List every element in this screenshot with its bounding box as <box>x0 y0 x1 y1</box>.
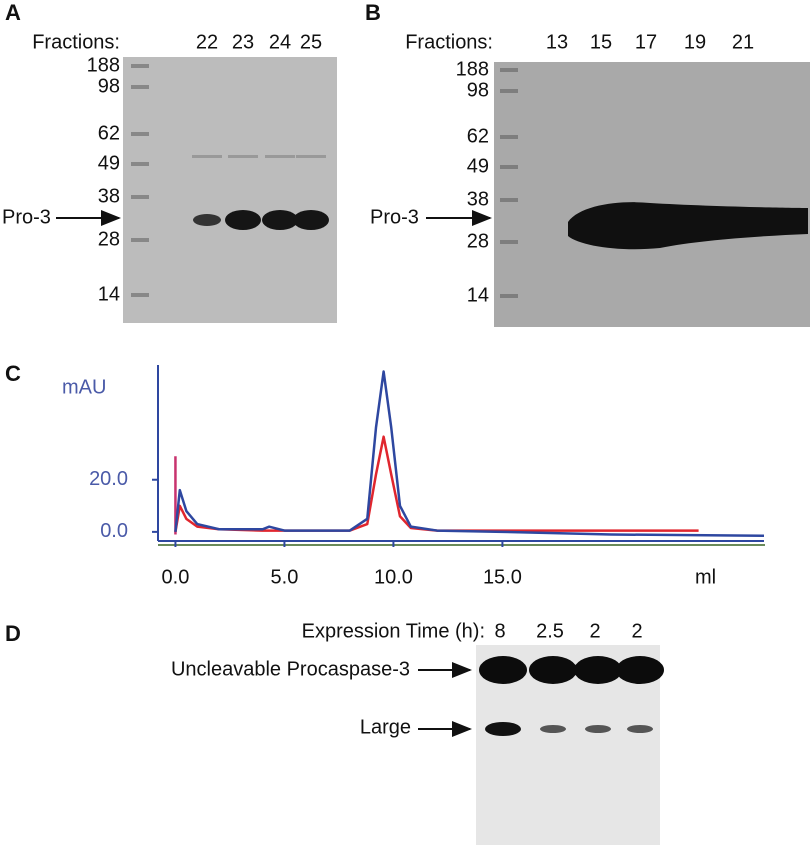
lane-label: 24 <box>269 31 291 53</box>
y-axis-label: mAU <box>62 376 106 398</box>
marker-label: 38 <box>98 185 120 207</box>
y-tick-label: 20.0 <box>89 468 128 490</box>
marker-label: 49 <box>98 152 120 174</box>
ladder-band <box>500 198 518 202</box>
gel-band <box>262 210 298 230</box>
lane-label: 2 <box>631 620 642 642</box>
lane-label: 21 <box>732 31 754 53</box>
ladder-band <box>500 68 518 72</box>
fractions-label: Fractions: <box>405 31 493 53</box>
marker-label: 62 <box>98 122 120 144</box>
lane-label: 2 <box>589 620 600 642</box>
fractions-label: Fractions: <box>32 31 120 53</box>
marker-label: 14 <box>467 284 489 306</box>
marker-label: 62 <box>467 125 489 147</box>
gel-band <box>627 725 653 733</box>
ladder-band <box>500 294 518 298</box>
gel-band <box>540 725 566 733</box>
marker-label: 98 <box>467 79 489 101</box>
band-label: Large <box>360 716 411 738</box>
ladder-band <box>131 293 149 297</box>
lane-label: 19 <box>684 31 706 53</box>
marker-label: 49 <box>467 155 489 177</box>
marker-label: 28 <box>98 228 120 250</box>
marker-label: 28 <box>467 230 489 252</box>
lane-label: 2.5 <box>536 620 564 642</box>
gel-band <box>228 155 258 158</box>
ladder-band <box>131 195 149 199</box>
x-tick-label: 5.0 <box>271 566 299 588</box>
band-label: Pro-3 <box>370 206 419 228</box>
lane-label: 8 <box>494 620 505 642</box>
chromatogram-line <box>174 370 765 538</box>
gel-band <box>574 656 622 684</box>
marker-label: 188 <box>87 54 120 76</box>
ladder-band <box>131 238 149 242</box>
band-label: Uncleavable Procaspase-3 <box>171 658 410 680</box>
gel-band <box>293 210 329 230</box>
y-tick-label: 0.0 <box>100 520 128 542</box>
gel <box>123 57 337 323</box>
panel-letter: A <box>5 0 21 25</box>
ladder-band <box>131 132 149 136</box>
x-axis-label: ml <box>695 566 716 588</box>
panel-letter: C <box>5 361 21 386</box>
gel-band <box>616 656 664 684</box>
lane-label: 25 <box>300 31 322 53</box>
marker-label: 188 <box>456 58 489 80</box>
lane-label: 15 <box>590 31 612 53</box>
ladder-band <box>131 64 149 68</box>
gel-band <box>225 210 261 230</box>
gel-band <box>568 202 808 250</box>
gel-band <box>529 656 577 684</box>
ladder-band <box>500 89 518 93</box>
gel-band <box>192 155 222 158</box>
marker-label: 38 <box>467 188 489 210</box>
lane-label: 22 <box>196 31 218 53</box>
gel-band <box>193 214 221 226</box>
panel-letter: D <box>5 621 21 646</box>
x-tick-label: 15.0 <box>483 566 522 588</box>
gel-band <box>265 155 295 158</box>
lane-label: 17 <box>635 31 657 53</box>
gel-band <box>479 656 527 684</box>
ladder-band <box>500 165 518 169</box>
lane-label: 13 <box>546 31 568 53</box>
gel <box>494 62 810 327</box>
ladder-band <box>131 162 149 166</box>
x-tick-label: 10.0 <box>374 566 413 588</box>
band-label: Pro-3 <box>2 206 51 228</box>
gel-band <box>585 725 611 733</box>
gel-band <box>485 722 521 736</box>
chromatogram-line <box>174 435 699 533</box>
ladder-band <box>500 135 518 139</box>
ladder-band <box>500 240 518 244</box>
marker-label: 14 <box>98 283 120 305</box>
gel-band <box>296 155 326 158</box>
marker-label: 98 <box>98 75 120 97</box>
time-label: Expression Time (h): <box>302 620 485 642</box>
x-tick-label: 0.0 <box>162 566 190 588</box>
lane-label: 23 <box>232 31 254 53</box>
ladder-band <box>131 85 149 89</box>
panel-letter: B <box>365 0 381 25</box>
